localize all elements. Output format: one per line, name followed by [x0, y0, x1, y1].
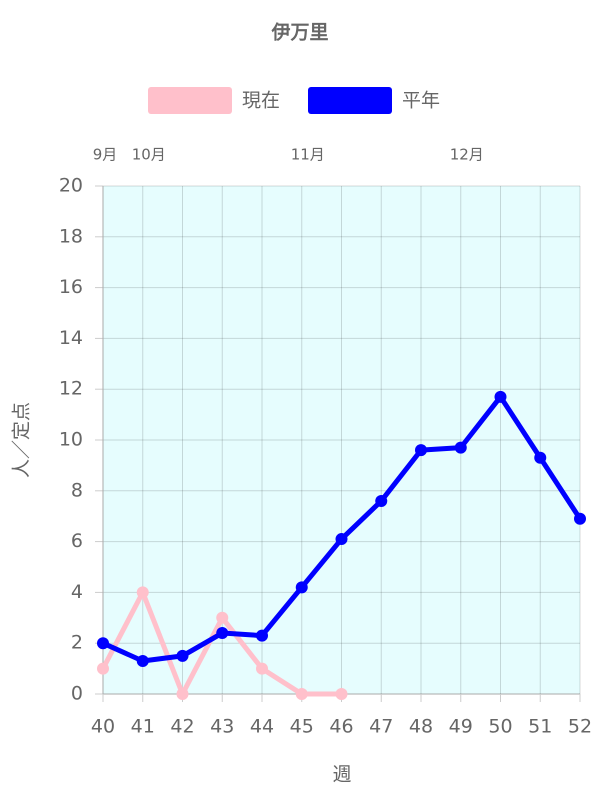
month-label: 12月	[450, 146, 484, 164]
legend-swatch	[148, 87, 232, 114]
y-tick-label: 20	[59, 175, 83, 197]
legend-swatch	[308, 87, 392, 114]
data-point	[176, 688, 189, 700]
data-point	[176, 649, 189, 662]
chart-title: 伊万里	[270, 21, 328, 44]
y-tick-label: 8	[71, 479, 83, 501]
x-tick-label: 50	[488, 716, 512, 738]
y-tick-label: 0	[71, 683, 83, 705]
x-tick-label: 44	[250, 716, 274, 738]
data-point	[454, 441, 467, 454]
data-point	[415, 444, 427, 457]
x-tick-label: 47	[369, 716, 393, 738]
data-point	[494, 390, 507, 403]
y-tick-label: 16	[59, 276, 83, 298]
x-axis-label: 週	[332, 764, 351, 786]
data-point	[216, 627, 229, 640]
data-point	[97, 662, 109, 675]
legend-label: 現在	[242, 90, 280, 112]
data-point	[295, 581, 308, 594]
data-point	[574, 512, 586, 525]
x-tick-label: 48	[409, 716, 433, 738]
data-point	[216, 611, 229, 624]
legend: 現在 平年	[148, 87, 440, 114]
month-label: 10月	[132, 146, 166, 164]
data-point	[97, 637, 109, 650]
x-tick-label: 52	[568, 716, 592, 738]
y-tick-label: 6	[71, 530, 83, 552]
data-point	[335, 533, 348, 546]
x-tick-label: 42	[170, 716, 194, 738]
month-label: 11月	[291, 146, 325, 164]
legend-label: 平年	[402, 90, 440, 112]
data-point	[256, 662, 268, 675]
data-point	[136, 586, 149, 599]
y-tick-label: 4	[71, 581, 83, 603]
y-tick-label: 2	[71, 632, 83, 654]
x-tick-label: 51	[528, 716, 552, 738]
data-point	[534, 451, 547, 464]
y-tick-label: 18	[59, 225, 83, 247]
y-tick-label: 14	[59, 327, 83, 349]
x-tick-label: 43	[210, 716, 234, 738]
x-tick-label: 40	[91, 716, 115, 738]
y-tick-label: 12	[59, 378, 83, 400]
x-tick-label: 49	[449, 716, 473, 738]
data-point	[136, 654, 149, 667]
data-point	[375, 494, 388, 507]
data-point	[335, 688, 348, 700]
y-axis-label: 人／定点	[11, 402, 33, 478]
data-point	[256, 629, 268, 642]
y-tick-label: 10	[59, 429, 83, 451]
x-tick-label: 45	[290, 716, 314, 738]
plot-background	[103, 186, 580, 694]
x-tick-label: 41	[131, 716, 155, 738]
data-point	[295, 688, 308, 700]
x-tick-label: 46	[329, 716, 353, 738]
month-label: 9月	[93, 146, 118, 164]
